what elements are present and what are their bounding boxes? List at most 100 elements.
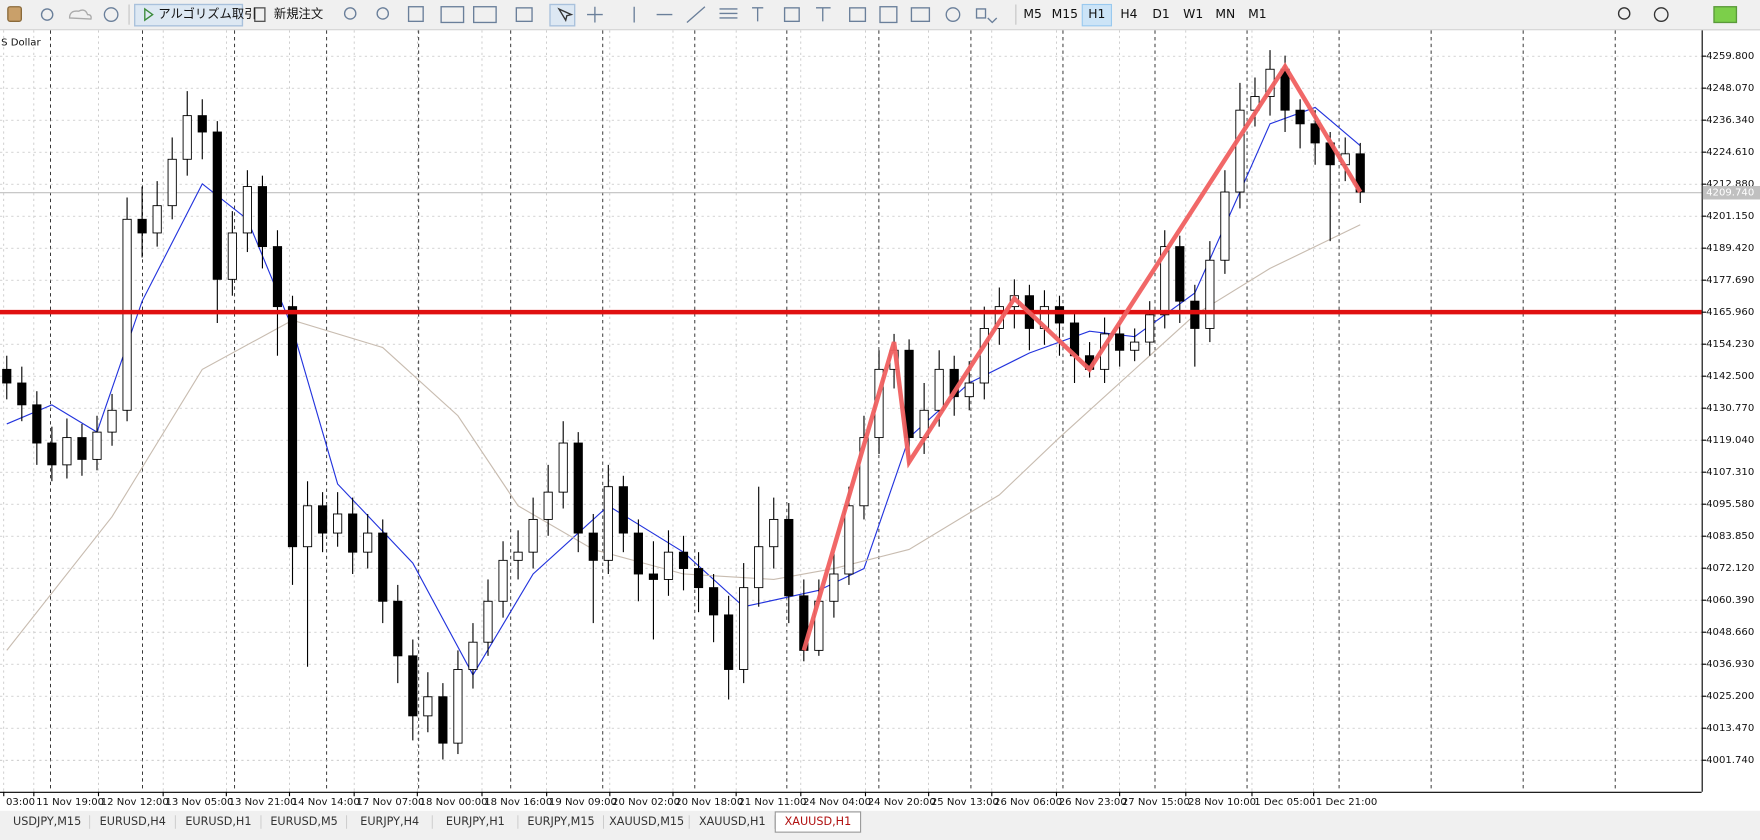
icon[interactable] <box>879 6 898 24</box>
tab-label[interactable]: EURJPY,M15 <box>527 815 594 828</box>
y-tick-label: 4259.800 <box>1706 51 1754 62</box>
tab[interactable] <box>432 811 519 833</box>
tab-active[interactable] <box>774 811 862 833</box>
icon[interactable] <box>407 6 424 23</box>
tab[interactable] <box>603 811 690 833</box>
candle-body <box>453 669 463 744</box>
candle-body <box>829 573 839 602</box>
tab-label[interactable]: XAUUSD,H1 <box>785 815 852 828</box>
icon[interactable] <box>849 7 867 23</box>
algo-button-bg[interactable] <box>134 3 244 27</box>
tab[interactable] <box>4 811 90 833</box>
icon[interactable] <box>945 7 961 23</box>
candle-body <box>1145 314 1155 343</box>
candle-body <box>2 368 12 384</box>
y-tick-label: 4060.390 <box>1706 595 1754 606</box>
candle-body <box>47 442 57 466</box>
tab-label[interactable]: XAUUSD,M15 <box>609 815 684 828</box>
x-tick-label: 14 Nov 14:00 <box>292 797 360 808</box>
candle-body <box>1175 246 1185 302</box>
timeframe-button[interactable]: H4 <box>1120 7 1137 21</box>
icon[interactable] <box>7 6 22 23</box>
icon[interactable] <box>816 7 831 22</box>
candle-body <box>333 513 343 534</box>
tab[interactable] <box>689 811 775 833</box>
search-icon[interactable] <box>1617 7 1631 20</box>
account-icon[interactable] <box>1653 7 1669 23</box>
timeframe-button[interactable]: H1 <box>1088 7 1105 21</box>
toolbar-button-label[interactable]: アルゴリズム取引 <box>158 6 256 21</box>
candle-body <box>1220 191 1230 261</box>
candle-body <box>302 505 313 548</box>
timeframe-button[interactable]: W1 <box>1183 7 1203 21</box>
icon[interactable] <box>440 6 465 24</box>
candle-body <box>257 186 268 248</box>
tab-label[interactable]: XAUUSD,H1 <box>699 815 766 828</box>
icon[interactable] <box>68 9 92 20</box>
tab-label[interactable]: EURJPY,H4 <box>360 815 419 828</box>
tab-label[interactable]: EURUSD,H1 <box>185 815 251 828</box>
icon[interactable] <box>633 6 706 23</box>
tab[interactable] <box>261 811 347 833</box>
x-tick-label: 21 Nov 11:00 <box>738 797 806 808</box>
icon[interactable] <box>343 7 357 20</box>
toolbar-button-label[interactable]: 新規注文 <box>274 6 323 21</box>
timeframe-button[interactable]: D1 <box>1152 7 1169 21</box>
candle-body <box>107 409 117 433</box>
x-tick-label: 11 Nov 19:00 <box>36 797 104 808</box>
candle-body <box>227 232 237 280</box>
x-tick-label: 19 Nov 09:00 <box>549 797 617 808</box>
y-tick-label: 4130.770 <box>1706 403 1754 414</box>
icon[interactable] <box>587 6 603 23</box>
candle-body <box>844 505 854 575</box>
icon[interactable] <box>975 8 998 24</box>
tab[interactable] <box>347 811 433 833</box>
y-tick-label: 4013.470 <box>1706 723 1754 734</box>
x-tick-label: 18 Nov 00:00 <box>420 797 488 808</box>
y-tick-label: 4048.660 <box>1706 627 1754 638</box>
icon[interactable] <box>40 8 54 21</box>
candle-body <box>558 442 568 493</box>
tab[interactable] <box>518 811 604 833</box>
y-tick-label: 4072.120 <box>1706 563 1754 574</box>
icon <box>144 7 154 22</box>
icon[interactable] <box>719 7 764 22</box>
icon[interactable] <box>103 7 119 23</box>
candle-body <box>1130 341 1140 351</box>
icon <box>557 7 574 22</box>
toolbar-text: アルゴリズム取引 新規注文 M5 M15 H1 H4 D1 W1 MN M1 <box>158 3 1267 27</box>
candle-body <box>77 437 87 460</box>
candle-body <box>1054 306 1065 324</box>
candle-body <box>498 559 508 602</box>
icon[interactable] <box>515 7 533 23</box>
x-tick-label: 20 Nov 02:00 <box>612 797 680 808</box>
tab[interactable] <box>175 811 262 833</box>
tab-label[interactable]: USDJPY,M15 <box>13 815 81 828</box>
timeframe-active-bg <box>1081 3 1113 27</box>
candle-body <box>1160 246 1170 316</box>
timeframe-button[interactable]: M15 <box>1052 7 1078 21</box>
icon[interactable] <box>472 6 497 24</box>
candle-body <box>754 546 764 589</box>
icon[interactable] <box>376 7 390 20</box>
timeframe-button[interactable]: M1 <box>1248 7 1266 21</box>
tab-label[interactable]: EURJPY,H1 <box>446 815 505 828</box>
timeframe-button[interactable]: MN <box>1215 7 1235 21</box>
signal-icon[interactable] <box>1713 6 1738 24</box>
y-tick-label: 4107.310 <box>1706 467 1754 478</box>
candle-body <box>287 306 298 548</box>
candle-body <box>693 568 704 589</box>
icon[interactable] <box>910 7 931 23</box>
candle-body <box>438 696 448 744</box>
candle-body <box>648 573 659 580</box>
candle-body <box>242 186 252 234</box>
candle-body <box>964 382 974 398</box>
tab-label[interactable]: EURUSD,M5 <box>270 815 337 828</box>
x-tick-label: 26 Nov 23:00 <box>1059 797 1127 808</box>
timeframe-button[interactable]: M5 <box>1023 7 1041 21</box>
icon[interactable] <box>783 7 800 23</box>
tab[interactable] <box>90 811 176 833</box>
candle-body <box>588 532 598 561</box>
tab-label[interactable]: EURUSD,H4 <box>100 815 166 828</box>
plot <box>0 50 1702 760</box>
